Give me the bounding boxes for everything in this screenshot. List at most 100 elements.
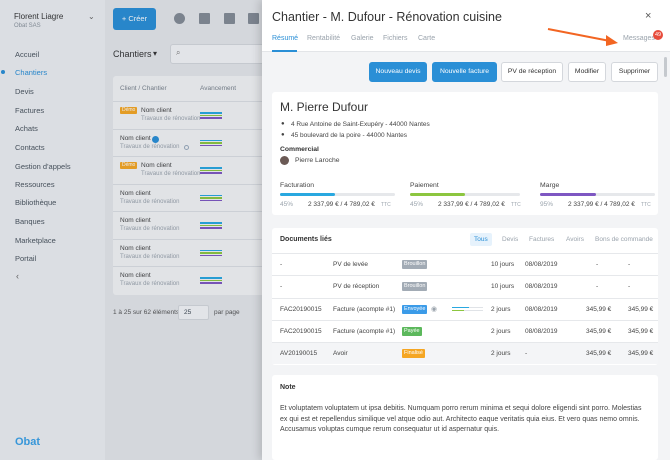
client-name[interactable]: Nom client	[141, 162, 172, 169]
stat-label: Facturation	[280, 182, 315, 189]
user-name[interactable]: Florent Liagre	[14, 12, 64, 21]
action-button[interactable]: Supprimer	[611, 62, 658, 82]
document-cell: -	[596, 261, 599, 268]
page-size-select[interactable]: 25	[178, 305, 209, 320]
create-button[interactable]: + Créer	[113, 8, 156, 30]
client-name[interactable]: Nom client	[120, 134, 151, 142]
list-title[interactable]: Chantiers	[113, 49, 152, 59]
document-filter[interactable]: Tous	[470, 233, 492, 246]
document-filter[interactable]: Avoirs	[566, 236, 584, 243]
status-badge: Brouillon	[402, 282, 428, 292]
panel-tab[interactable]: Galerie	[351, 35, 374, 42]
demo-badge: Démo	[120, 162, 138, 169]
action-button[interactable]: PV de réception	[501, 62, 563, 82]
project-name: Travaux de rénovation	[141, 116, 201, 122]
document-filter[interactable]: Factures	[529, 236, 555, 243]
row-divider	[113, 211, 273, 212]
stat-label: Paiement	[410, 182, 439, 189]
row-hover	[272, 342, 658, 365]
address: 45 boulevard de la poire - 44000 Nantes	[291, 132, 407, 139]
panel-tab[interactable]: Rentabilité	[307, 35, 341, 42]
document-cell[interactable]: -	[280, 283, 283, 291]
nav-active-dot	[1, 70, 5, 74]
project-name: Travaux de rénovation	[120, 281, 180, 287]
row-divider	[272, 297, 658, 299]
commercial-name: Pierre Laroche	[295, 157, 340, 164]
nav-item[interactable]: Achats	[15, 124, 38, 133]
client-name[interactable]: Nom client	[120, 217, 151, 224]
nav-item[interactable]: Ressources	[15, 180, 55, 189]
document-cell[interactable]: FAC20190015	[280, 305, 322, 313]
collapse-icon[interactable]: ‹	[16, 271, 19, 281]
toolbar-icon[interactable]	[174, 13, 185, 24]
document-cell[interactable]: FAC20190015	[280, 327, 322, 335]
nav-item[interactable]: Devis	[15, 87, 34, 96]
toolbar-icon[interactable]	[199, 13, 210, 24]
per-page: par page	[214, 309, 240, 316]
document-filter[interactable]: Bons de commande	[595, 236, 653, 243]
client-name[interactable]: Nom client	[141, 107, 172, 114]
status-badge: Envoyée	[402, 304, 428, 314]
action-button[interactable]: Nouveau devis	[369, 62, 427, 82]
document-cell: 345,99 €	[586, 327, 612, 335]
progress-line	[200, 142, 222, 144]
progress-line	[200, 282, 222, 284]
status-badge: Finalisé	[402, 349, 425, 359]
nav-item[interactable]: Chantiers	[15, 68, 48, 77]
nav-item[interactable]: Accueil	[15, 50, 40, 59]
document-cell[interactable]: -	[280, 261, 283, 268]
pagination-summary: 1 à 25 sur 62 éléments	[113, 309, 180, 316]
client-name[interactable]: Nom client	[120, 189, 151, 197]
progress-line	[200, 117, 222, 119]
row-divider	[113, 238, 273, 240]
close-button[interactable]: ×	[645, 10, 652, 22]
nav-item[interactable]: Contacts	[15, 143, 45, 152]
nav-item[interactable]: Bibliothèque	[15, 198, 57, 207]
action-button[interactable]: Nouvelle facture	[432, 62, 497, 82]
document-cell[interactable]: AV20190015	[280, 350, 318, 358]
stat-amount: 2 337,99 € / 4 789,02 €	[438, 201, 505, 208]
status-badge: Brouillon	[402, 260, 428, 269]
panel-tab[interactable]: Résumé	[272, 35, 299, 42]
action-button[interactable]: Modifier	[568, 62, 606, 82]
nav-item[interactable]: Banques	[15, 217, 45, 226]
demo-badge: Démo	[120, 107, 138, 114]
eye-icon[interactable]: ◉	[431, 305, 438, 313]
toolbar-icon[interactable]	[248, 13, 259, 24]
stat-unit: TTC	[511, 202, 521, 208]
mini-track	[452, 309, 483, 312]
stat-percent: 45%	[280, 201, 294, 208]
document-cell: PV de réception	[333, 283, 380, 291]
documents-title: Documents liés	[280, 236, 332, 243]
row-divider	[272, 275, 658, 277]
nav-item[interactable]: Portail	[15, 254, 37, 263]
search-icon: ⌕	[176, 48, 181, 57]
document-filter[interactable]: Devis	[502, 236, 519, 243]
client-name[interactable]: Nom client	[120, 244, 151, 252]
progress-line	[200, 277, 222, 279]
panel-tab[interactable]: Carte	[418, 35, 436, 42]
panel-tab[interactable]: Fichiers	[383, 35, 408, 42]
nav-item[interactable]: Gestion d'appels	[15, 162, 71, 171]
address: 4 Rue Antoine de Saint-Exupéry - 44000 N…	[291, 121, 430, 128]
nav-item[interactable]: Factures	[15, 106, 45, 115]
document-cell: 345,99 €	[586, 350, 612, 358]
project-name: Travaux de rénovation	[141, 171, 201, 177]
mini-fill	[452, 306, 469, 309]
messages-tab[interactable]: Messages	[623, 35, 655, 42]
sidebar	[0, 0, 105, 460]
nav-item[interactable]: Marketplace	[15, 236, 56, 245]
user-chevron[interactable]: ⌄	[88, 12, 95, 21]
document-cell: 08/08/2019	[525, 261, 558, 268]
toolbar-icon[interactable]	[224, 13, 235, 24]
progress-line	[200, 224, 222, 226]
client-name[interactable]: Nom client	[120, 272, 151, 279]
info-icon[interactable]	[184, 144, 189, 150]
stat-fill	[540, 193, 596, 196]
row-divider	[113, 183, 273, 185]
stat-percent: 95%	[540, 201, 554, 208]
progress-line	[200, 167, 222, 169]
company: Obat SAS	[14, 23, 41, 29]
add-icon[interactable]	[152, 135, 159, 143]
